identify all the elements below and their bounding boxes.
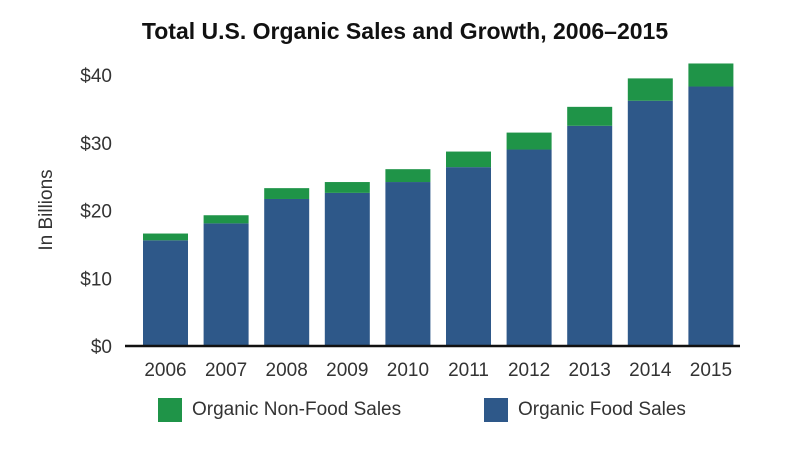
bar-non-food-2006 (143, 233, 188, 241)
y-axis-label: In Billions (36, 169, 57, 250)
x-tick-label: 2008 (266, 360, 308, 381)
x-tick-label: 2014 (629, 360, 672, 381)
legend-item-non-food: Organic Non-Food Sales (158, 398, 401, 422)
x-tick-label: 2015 (690, 360, 732, 381)
x-tick-label: 2007 (205, 360, 247, 381)
bar-non-food-2015 (688, 63, 734, 87)
y-tick-label: $30 (80, 134, 112, 155)
chart-title: Total U.S. Organic Sales and Growth, 200… (141, 18, 669, 44)
legend-swatch-non-food (158, 398, 182, 422)
x-tick-label: 2009 (326, 360, 368, 381)
y-tick-label: $10 (80, 269, 112, 290)
bar-food-2014 (627, 100, 673, 347)
bar-non-food-2010 (385, 169, 431, 183)
legend-label-non-food: Organic Non-Food Sales (192, 399, 402, 420)
legend-item-food: Organic Food Sales (484, 398, 686, 422)
bar-non-food-2014 (627, 78, 673, 101)
bar-food-2009 (324, 192, 370, 346)
bar-non-food-2007 (203, 215, 249, 224)
bar-non-food-2009 (324, 182, 370, 193)
bar-food-2011 (446, 167, 491, 346)
x-tick-label: 2010 (387, 360, 429, 381)
x-tick-label: 2012 (508, 360, 550, 381)
bar-food-2008 (264, 198, 310, 346)
y-tick-label: $20 (80, 202, 112, 223)
bar-non-food-2013 (567, 106, 613, 126)
y-tick-label: $0 (91, 337, 112, 358)
bar-food-2013 (567, 125, 613, 346)
bar-non-food-2012 (506, 132, 552, 150)
bar-food-2015 (688, 86, 734, 346)
y-tick-label: $40 (80, 66, 112, 87)
bar-non-food-2008 (264, 188, 310, 199)
bar-food-2006 (143, 240, 188, 346)
legend-label-food: Organic Food Sales (518, 399, 686, 420)
legend-swatch-food (484, 398, 508, 422)
bar-food-2007 (203, 223, 249, 346)
x-tick-label: 2006 (144, 360, 186, 381)
bar-food-2012 (506, 149, 552, 346)
x-tick-label: 2011 (448, 360, 489, 381)
bar-non-food-2011 (446, 151, 491, 168)
bar-food-2010 (385, 182, 431, 346)
x-tick-label: 2013 (569, 360, 611, 381)
